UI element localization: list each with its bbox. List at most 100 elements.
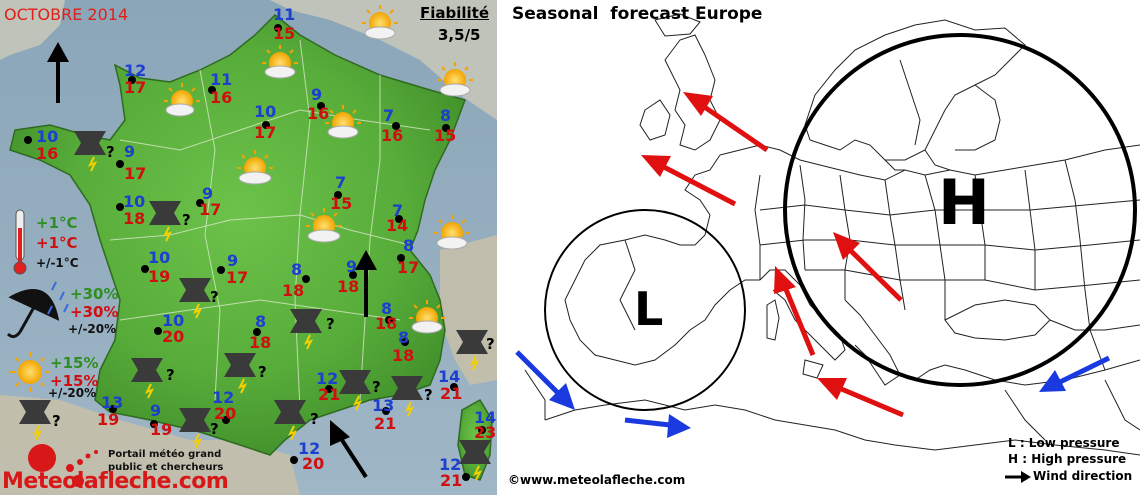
city-max-temp: 20 [162,327,185,346]
low-pressure-label: L [634,282,664,336]
city-min-temp: 12 [316,369,339,388]
wind-arrow-red-icon [683,92,769,153]
city-dot [395,215,403,223]
city-min-temp: 12 [439,455,462,474]
city-dot [397,254,405,262]
storm-anvil-icon [290,309,322,350]
uncertain-mark: ? [372,378,381,396]
city-max-temp: 17 [397,258,420,277]
city-dot [302,275,310,283]
wind-arrow-red-icon [817,378,904,418]
sun-icon [10,352,50,392]
sun-icon [306,208,342,243]
city-min-temp: 11 [210,70,233,89]
region-boundaries [109,39,431,411]
legend-sun-red: +15% [50,372,99,390]
city-max-temp: 19 [150,420,173,439]
city-max-temp: 18 [282,281,305,300]
portal-line1: Portail météo grand [108,449,222,460]
city-min-temp: 7 [383,106,395,125]
city-dot [116,160,124,168]
europe-coastlines [524,13,1140,456]
city-dot [109,405,117,413]
legend-rain-red: +30% [70,303,119,321]
europe-forecast-panel: Seasonal forecast Europe L H L : Low pre… [505,0,1140,495]
city-min-temp: 9 [150,401,162,420]
uncertain-mark: ? [182,211,191,229]
uncertain-mark: ? [258,363,267,381]
city-max-temp: 23 [474,423,497,442]
city-min-temp: 7 [335,173,347,192]
city-max-temp: 20 [302,454,325,473]
city-min-temp: 9 [124,142,136,161]
city-min-temp: 8 [255,312,267,331]
city-dot [290,456,298,464]
storm-anvil-icon [459,440,491,481]
sun-icon [262,45,298,79]
uncertain-mark: ? [310,410,319,428]
sun-icon [362,5,398,40]
storm-anvil-icon [149,201,181,242]
city-min-temp: 8 [440,106,452,125]
city-min-temp: 10 [254,102,277,121]
storm-anvil-icon [274,400,306,441]
city-min-temp: 8 [291,260,303,279]
city-min-temp: 8 [381,299,393,318]
city-min-temp: 9 [202,184,214,203]
wind-arrow-blue-icon [1039,355,1111,392]
uncertain-mark: ? [424,386,433,404]
city-dot [385,316,393,324]
city-dot [262,121,270,129]
europe-map [515,13,1140,483]
city-dot [128,76,136,84]
france-forecast-panel: OCTOBRE 2014 Fiabilité 3,5/5 11 15 12 17… [0,0,497,495]
neighbour-land-north [270,0,497,120]
legend-sun-green: +15% [50,354,99,372]
wind-arrow-icon [355,250,377,317]
umbrella-icon [6,281,69,339]
city-min-temp: 8 [398,328,410,347]
wind-arrow-blue-icon [515,350,575,410]
city-min-temp: 8 [403,236,415,255]
city-max-temp: 21 [440,471,463,490]
uncertain-mark: ? [326,315,335,333]
legend-low-text: L : Low pressure [1008,436,1120,450]
city-dot [450,383,458,391]
sun-icon [325,105,361,139]
storm-anvil-icon [391,376,423,417]
city-min-temp: 10 [162,311,185,330]
europe-title: Seasonal forecast Europe [512,4,763,24]
city-min-temp: 7 [392,201,404,220]
credit-text: ©www.meteolafleche.com [508,473,686,487]
high-pressure-circle [783,33,1137,387]
city-max-temp: 19 [97,410,120,429]
city-dot [334,191,342,199]
storm-anvil-icon [339,370,371,411]
city-dot [217,266,225,274]
city-dot [196,199,204,207]
city-max-temp: 16 [307,104,330,123]
city-dot [141,265,149,273]
storm-anvil-icon [224,353,256,394]
legend-wind-arrow-icon [1005,471,1031,483]
city-min-temp: 13 [372,396,395,415]
sun-icon [409,300,445,334]
city-max-temp: 17 [199,200,222,219]
france-map [0,0,497,495]
city-dot [154,327,162,335]
wind-arrow-red-icon [833,232,903,302]
page-title: OCTOBRE 2014 [4,5,129,24]
legend-sun-range: +/-20% [48,386,97,400]
uncertain-mark: ? [486,335,495,353]
city-dot [392,122,400,130]
storm-anvil-icon [456,330,488,371]
legend-high-text: H : High pressure [1008,452,1127,466]
storm-anvil-icon [179,408,211,449]
sun-icon [437,62,473,97]
city-dot [274,24,282,32]
city-dot [401,338,409,346]
wind-arrow-red-icon [774,266,816,356]
city-dot [116,203,124,211]
logo-dots-icon [28,444,98,487]
legend-temp-red: +1°C [36,234,78,252]
